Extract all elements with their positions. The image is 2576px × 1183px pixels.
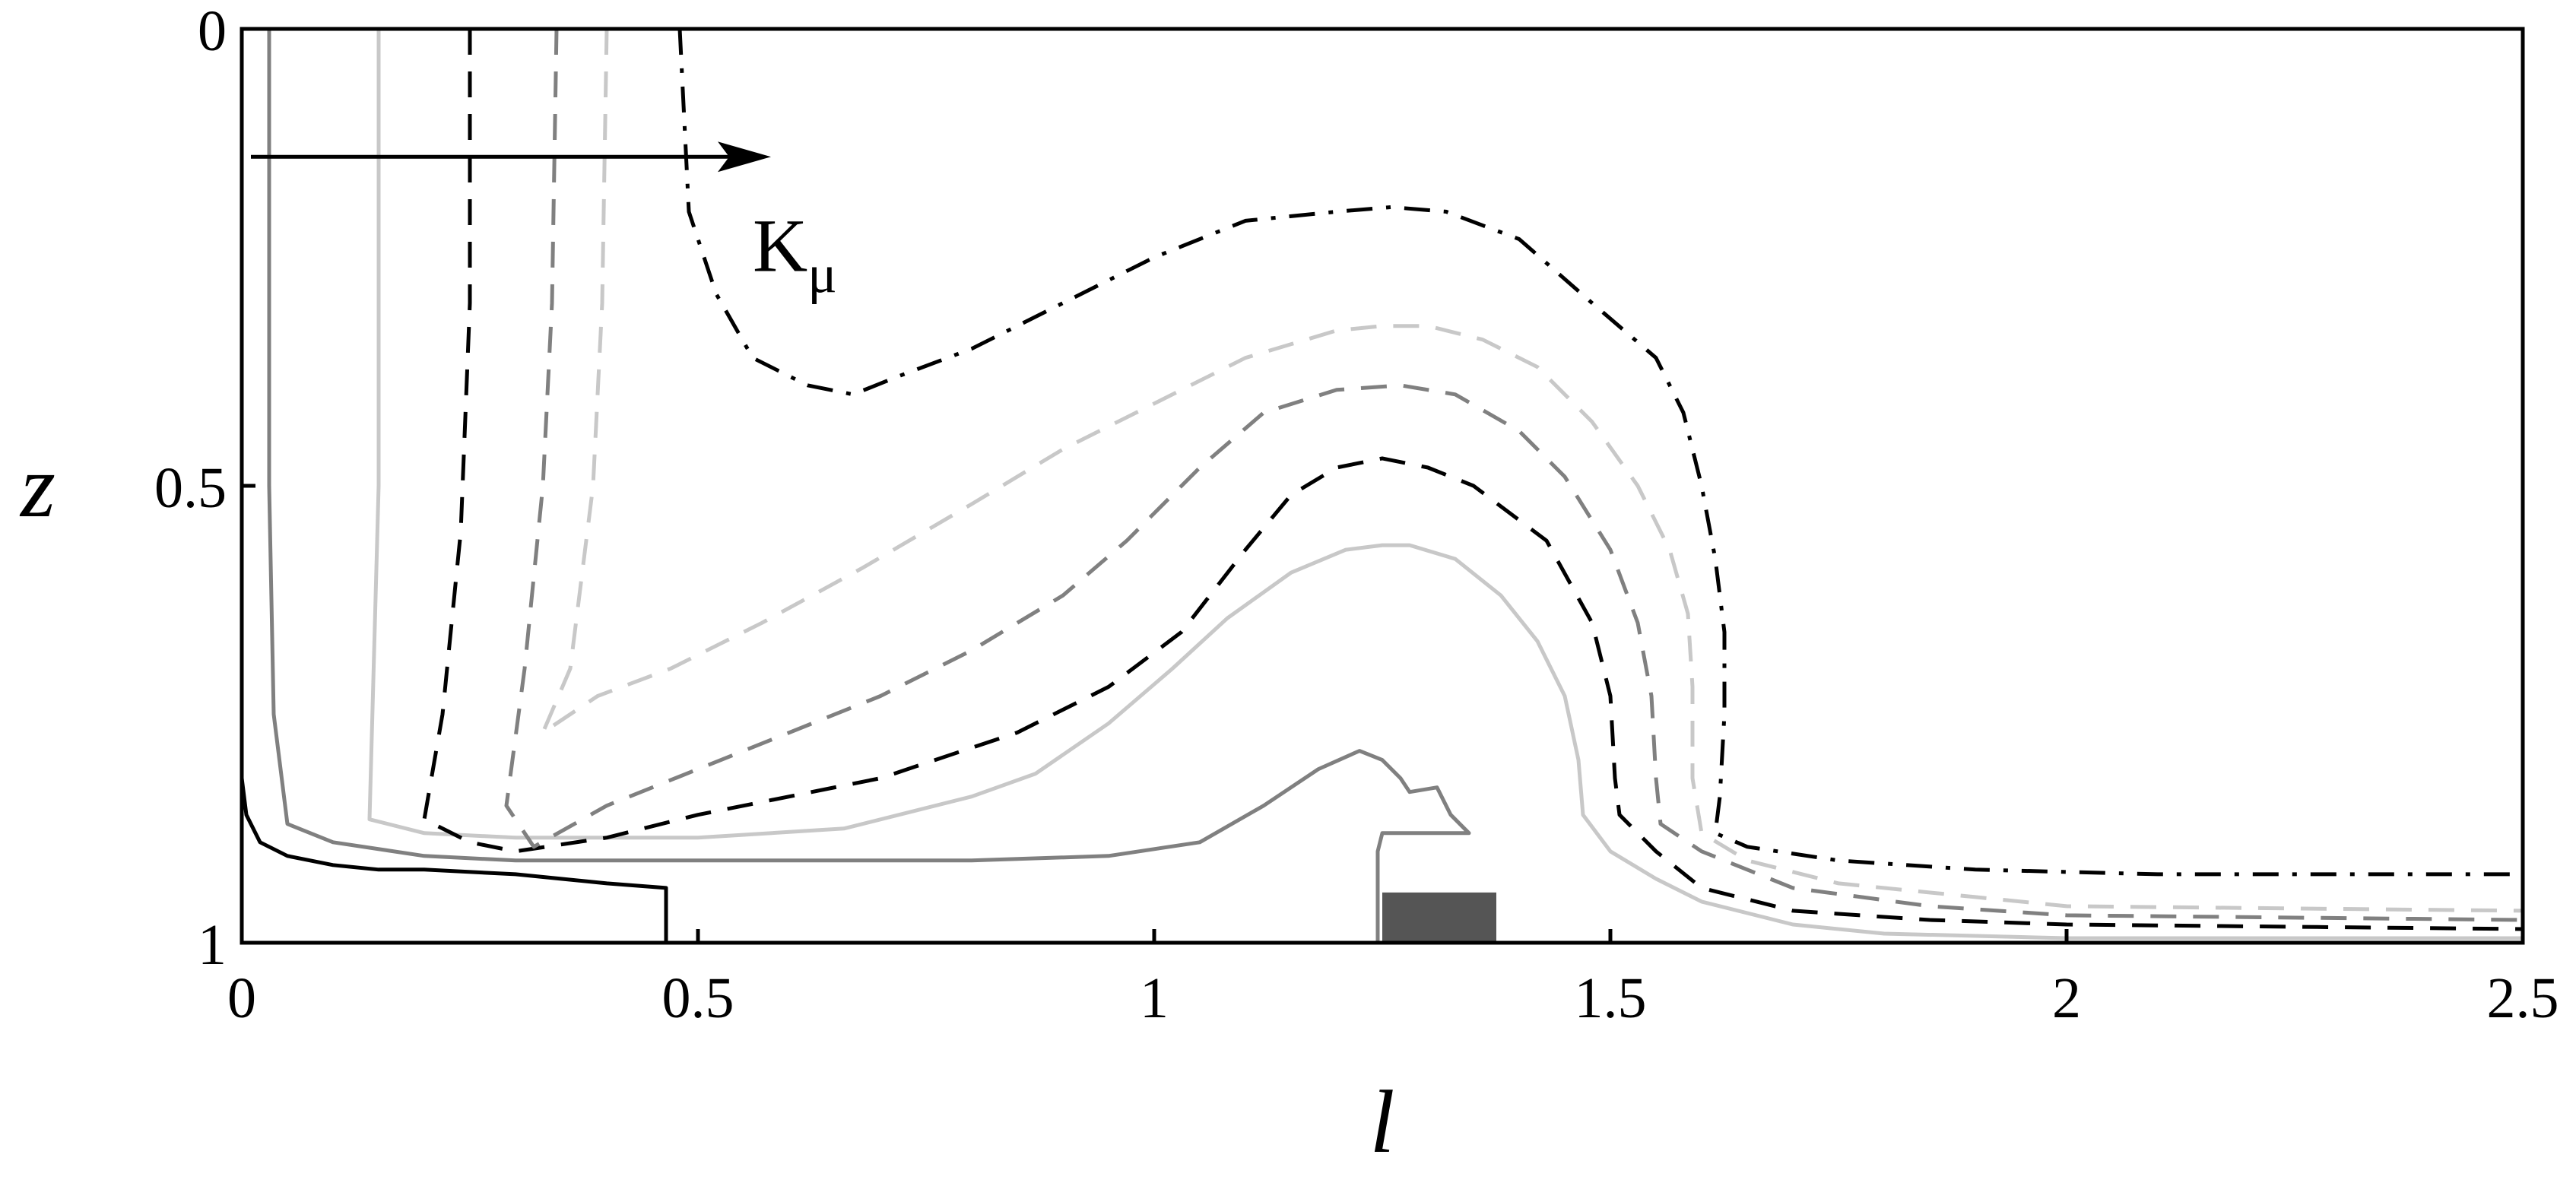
k-mu-label-subscript: μ bbox=[807, 244, 837, 305]
series-line-5 bbox=[504, 28, 2524, 922]
y-tick-label-1: 0.5 bbox=[154, 456, 227, 520]
series-line-3 bbox=[367, 29, 2523, 940]
x-axis-label: l bbox=[1370, 1072, 1395, 1172]
k-mu-label: Kμ bbox=[753, 204, 837, 305]
series-line-1 bbox=[240, 778, 668, 943]
x-tick-label-0: 0 bbox=[227, 966, 256, 1030]
series-group bbox=[240, 28, 2524, 943]
annotation-group: Kμ bbox=[251, 141, 837, 305]
obstacle-block bbox=[1382, 892, 1496, 943]
plot-frame bbox=[240, 27, 2525, 945]
x-tick-label-5: 2.5 bbox=[2487, 966, 2559, 1030]
x-tick-label-2: 1 bbox=[1140, 966, 1169, 1030]
ticks-group: 0 0.5 1 1.5 2 2.5 0 0.5 1 bbox=[154, 0, 2559, 1030]
x-tick-label-3: 1.5 bbox=[1575, 966, 1647, 1030]
x-tick-label-1: 0.5 bbox=[662, 966, 734, 1030]
y-tick-label-2: 1 bbox=[198, 913, 227, 977]
k-mu-arrowhead bbox=[718, 141, 771, 173]
series-line-2 bbox=[267, 29, 1471, 943]
y-tick-label-0: 0 bbox=[198, 0, 227, 63]
obstacle-group bbox=[1382, 892, 1496, 943]
series-line-4 bbox=[422, 29, 2524, 931]
x-tick-label-4: 2 bbox=[2052, 966, 2081, 1030]
series-line-7 bbox=[677, 28, 2523, 877]
series-line-6 bbox=[541, 28, 2524, 913]
k-mu-label-main: K bbox=[753, 204, 807, 288]
y-axis-label: z bbox=[19, 436, 56, 536]
